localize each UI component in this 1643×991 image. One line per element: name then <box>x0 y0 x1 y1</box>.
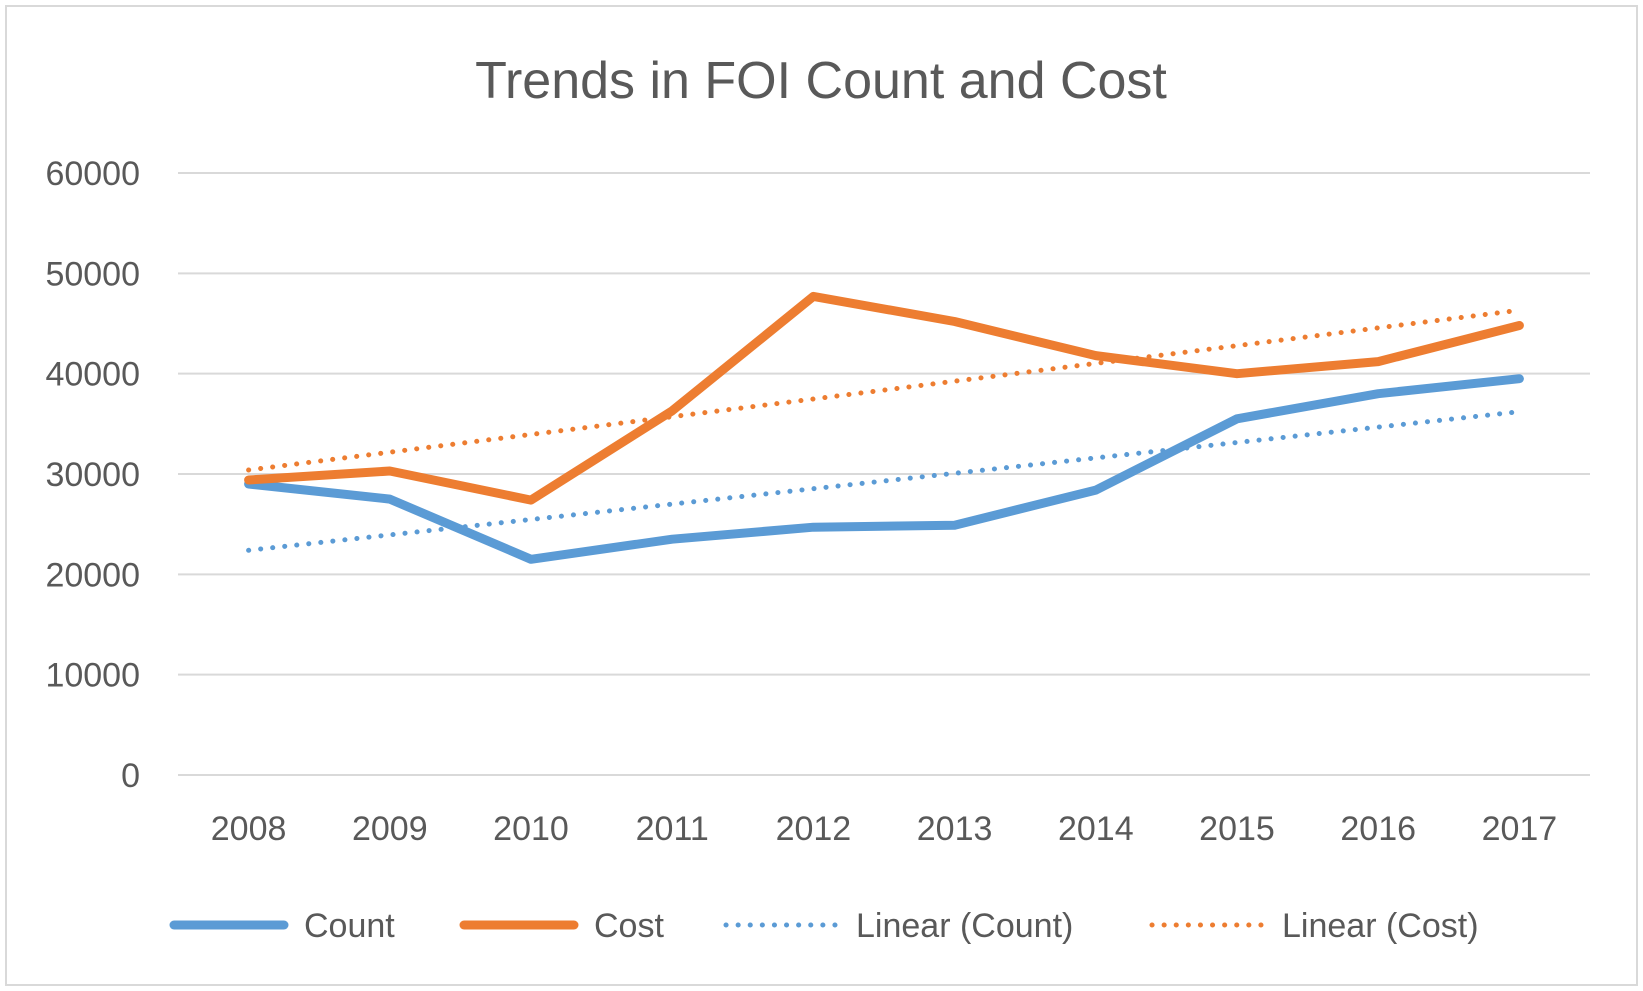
series-line-cost <box>244 291 1524 505</box>
legend-label: Cost <box>594 907 664 945</box>
y-tick-label: 30000 <box>45 456 140 494</box>
x-tick-label: 2012 <box>776 810 852 848</box>
legend-label: Count <box>304 907 395 945</box>
x-tick-label: 2013 <box>917 810 993 848</box>
y-axis-tick-labels: 0 10000 20000 30000 40000 50000 60000 <box>45 155 140 795</box>
x-tick-label: 2015 <box>1199 810 1275 848</box>
y-tick-label: 0 <box>121 757 140 795</box>
legend: Count Cost Linear (Count) Linear (Cost) <box>169 907 1479 945</box>
x-tick-label: 2011 <box>636 810 709 848</box>
legend-label: Linear (Cost) <box>1282 907 1479 945</box>
x-tick-label: 2017 <box>1482 810 1558 848</box>
y-tick-label: 40000 <box>45 356 140 394</box>
series-line-linear-cost <box>246 307 1522 473</box>
y-tick-label: 60000 <box>45 155 140 193</box>
x-tick-label: 2014 <box>1058 810 1134 848</box>
x-axis-tick-labels: 2008 2009 2010 2011 2012 2013 2014 2015 2016 2017 <box>211 810 1557 848</box>
y-tick-label: 50000 <box>45 255 140 293</box>
x-tick-label: 2008 <box>211 810 287 848</box>
series-line-count <box>244 374 1524 564</box>
chart-border <box>5 5 1638 986</box>
gridlines <box>178 172 1590 776</box>
legend-label: Linear (Count) <box>856 907 1073 945</box>
x-tick-label: 2009 <box>352 810 428 848</box>
x-tick-label: 2010 <box>493 810 569 848</box>
y-tick-label: 10000 <box>45 657 140 695</box>
y-tick-label: 20000 <box>45 556 140 594</box>
x-tick-label: 2016 <box>1340 810 1416 848</box>
series-line-linear-count <box>246 409 1522 553</box>
chart-title: Trends in FOI Count and Cost <box>475 52 1167 110</box>
series-lines <box>244 291 1524 564</box>
